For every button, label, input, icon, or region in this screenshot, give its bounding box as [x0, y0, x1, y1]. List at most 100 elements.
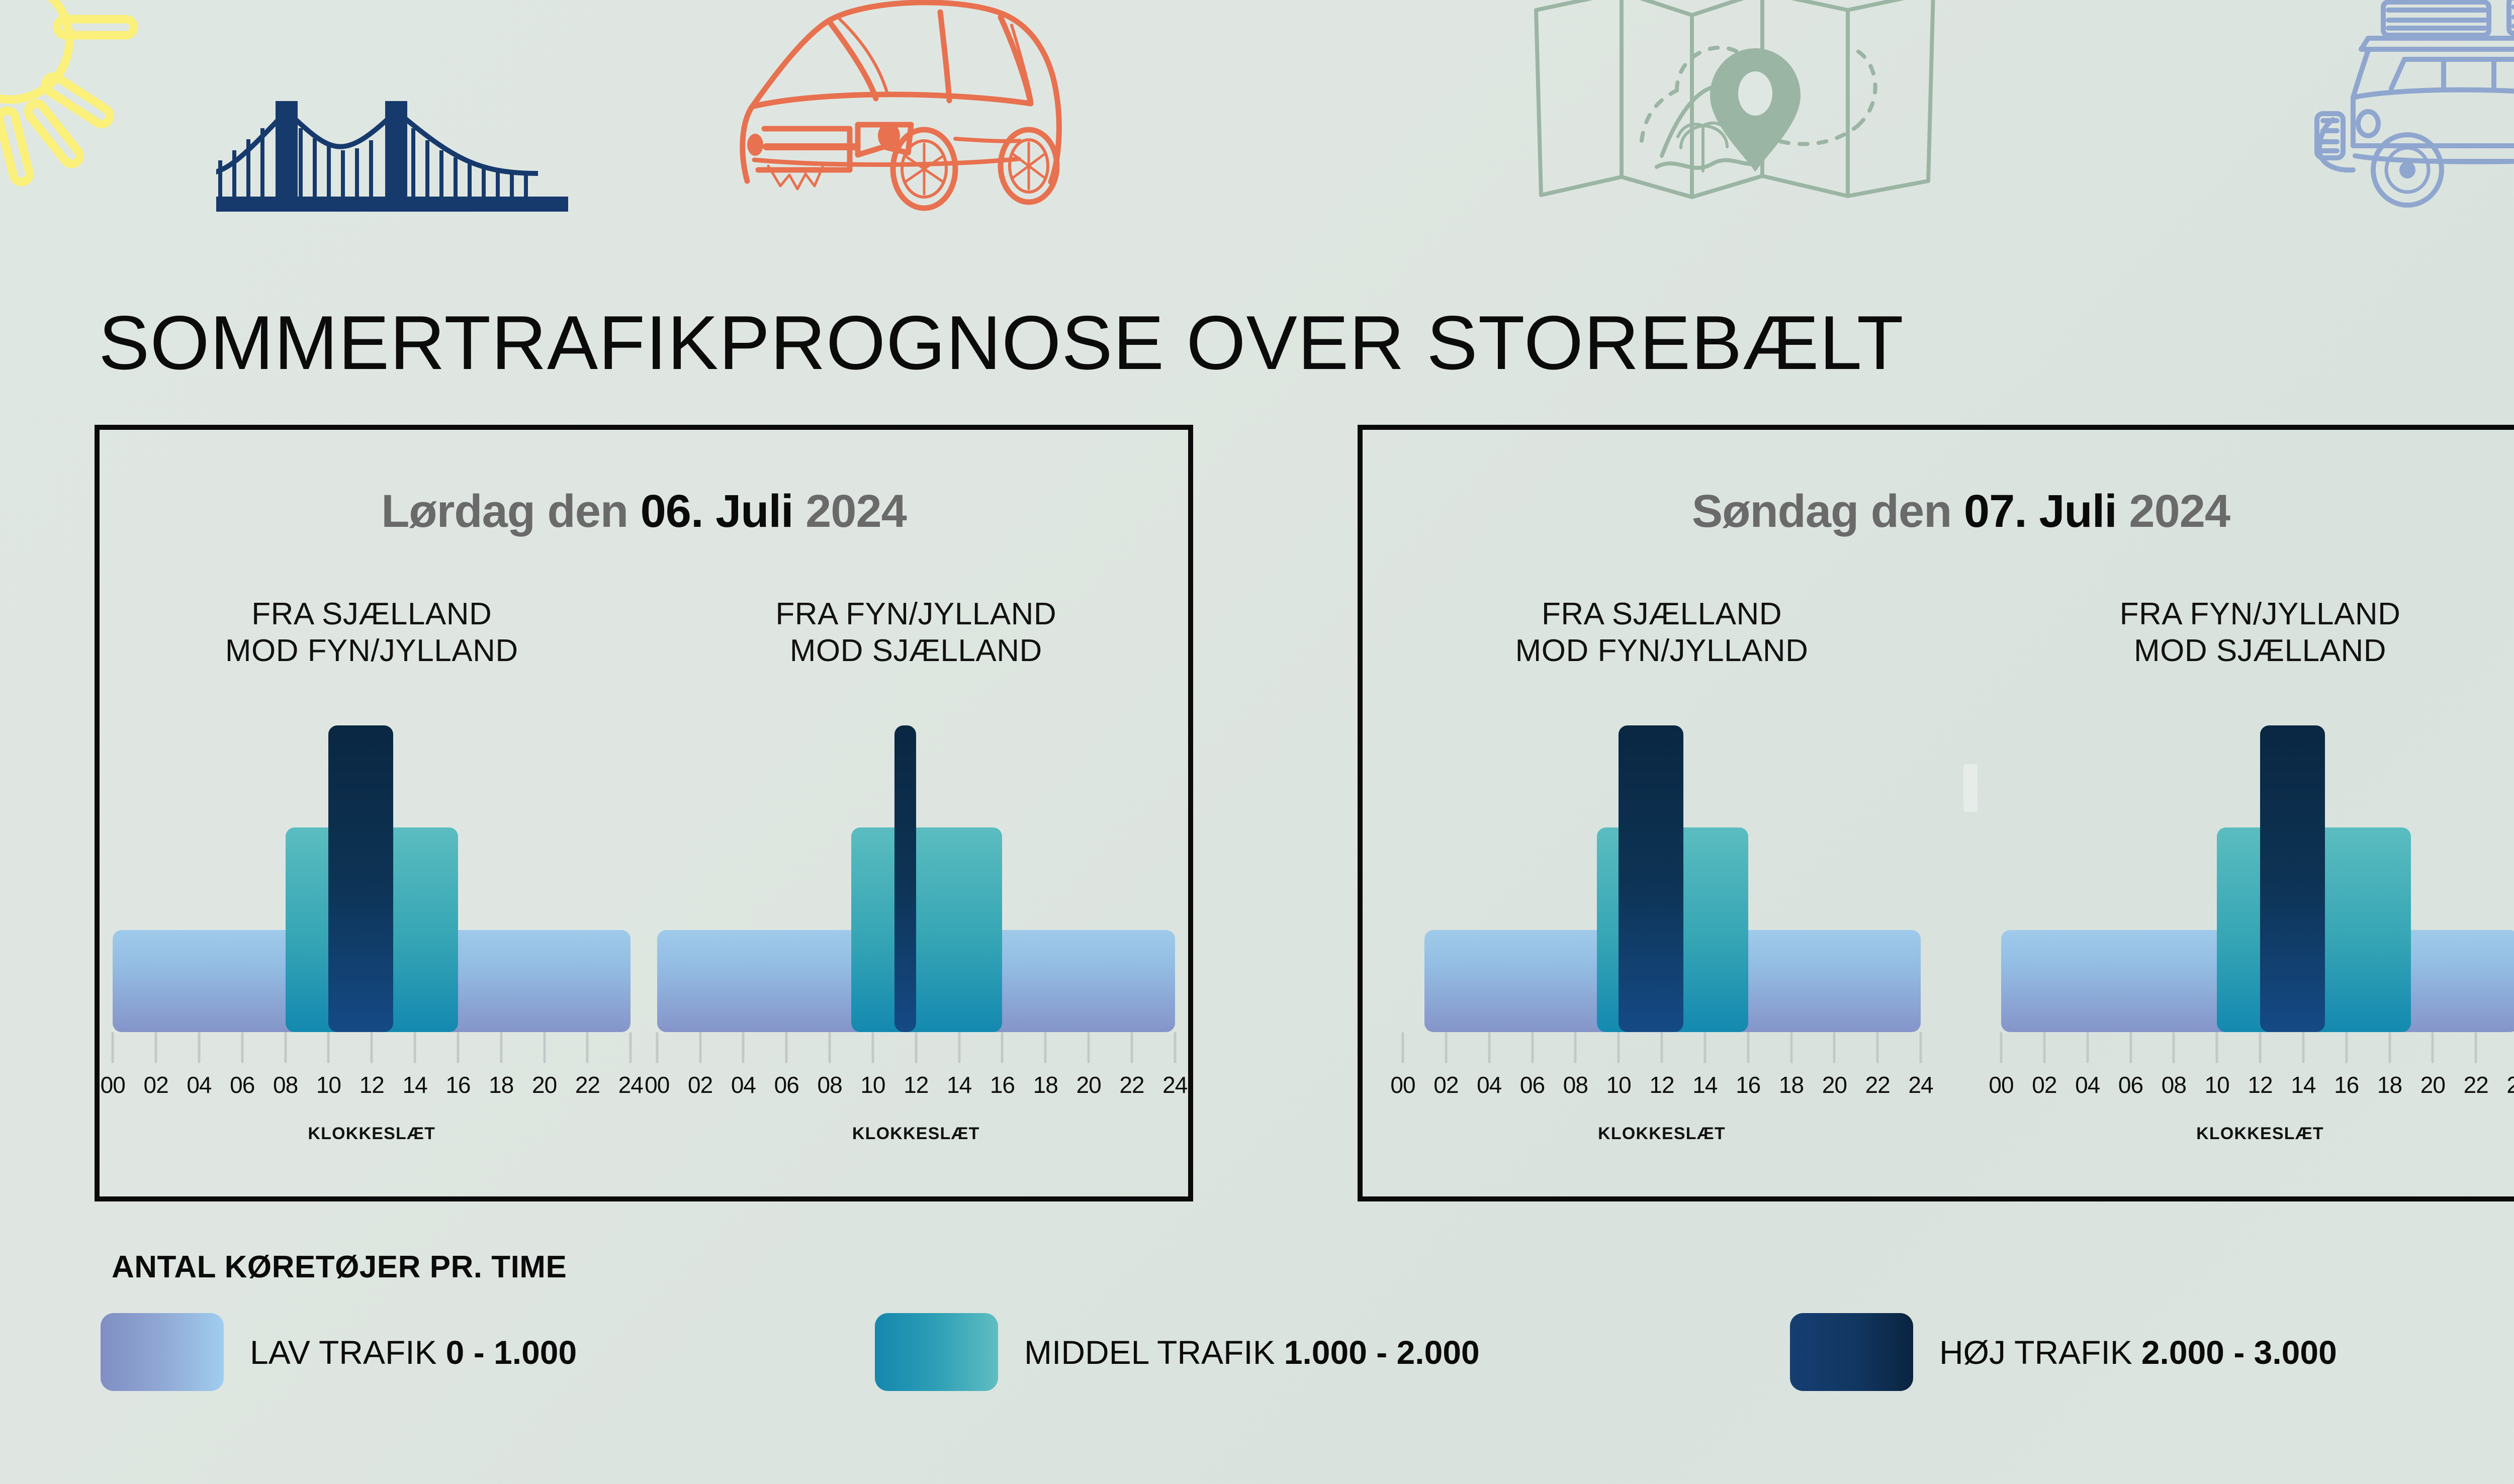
axis-tick	[2172, 1032, 2175, 1064]
axis-tick	[2043, 1032, 2046, 1064]
direction-line-2: MOD FYN/JYLLAND	[1515, 633, 1809, 669]
axis-tick-label: 14	[2291, 1072, 2316, 1098]
legend-range-low: 0 - 1.000	[445, 1333, 577, 1371]
day-header: Søndag den 07. Juli 2024	[1363, 485, 2514, 538]
axis-tick-label: 24	[2506, 1072, 2514, 1098]
direction-label: FRA SJÆLLAND MOD FYN/JYLLAND	[113, 596, 631, 669]
axis-tick-label: 24	[1162, 1072, 1188, 1098]
direction-line-1: FRA SJÆLLAND	[1541, 597, 1782, 631]
direction-line-1: FRA FYN/JYLLAND	[2119, 597, 2401, 631]
legend-label-high: HØJ TRAFIK 2.000 - 3.000	[1939, 1333, 2337, 1371]
axis-tick-label: 20	[2420, 1072, 2446, 1098]
axis-tick-label: 12	[359, 1072, 385, 1098]
suv-icon	[740, 0, 1062, 211]
axis-tick	[241, 1032, 244, 1064]
axis-tick-label: 20	[531, 1072, 557, 1098]
x-axis-title: KLOKKESLÆT	[308, 1124, 436, 1144]
legend-swatch-low	[101, 1313, 224, 1391]
direction-label: FRA FYN/JYLLAND MOD SJÆLLAND	[657, 596, 1175, 669]
bar-high	[2260, 725, 2325, 1033]
legend-item-low: LAV TRAFIK 0 - 1.000	[101, 1313, 875, 1391]
bar-group	[1403, 725, 1921, 1033]
legend-item-middle: MIDDEL TRAFIK 1.000 - 2.000	[875, 1313, 1790, 1391]
bar-group	[657, 725, 1175, 1033]
axis-tick	[154, 1032, 157, 1064]
axis-tick-label: 22	[2463, 1072, 2489, 1098]
axis-tick	[1044, 1032, 1047, 1064]
axis-tick-label: 08	[1563, 1072, 1588, 1098]
x-axis-ticks	[2000, 1032, 2514, 1064]
legend-range-middle: 1.000 - 2.000	[1284, 1333, 1480, 1371]
axis-tick	[828, 1032, 831, 1064]
axis-tick-label: 22	[1865, 1072, 1891, 1098]
bar-chart: 00 02 04 06 08 10 12 14 16 18 20 22 24 KLOKKESLÆT	[101, 725, 644, 1143]
bar-high	[328, 725, 394, 1033]
legend: LAV TRAFIK 0 - 1.000 MIDDEL TRAFIK 1.000 -…	[101, 1313, 2514, 1391]
axis-tick	[111, 1032, 114, 1064]
direction-line-1: FRA FYN/JYLLAND	[775, 597, 1057, 631]
axis-tick-label: 08	[817, 1072, 842, 1098]
axis-tick-label: 10	[2204, 1072, 2230, 1098]
legend-label-middle: MIDDEL TRAFIK 1.000 - 2.000	[1024, 1333, 1480, 1371]
sun-icon	[0, 0, 138, 187]
x-axis-ticks	[1401, 1032, 1922, 1064]
axis-tick-label: 14	[1692, 1072, 1718, 1098]
axis-tick-label: 18	[2377, 1072, 2402, 1098]
axis-tick	[656, 1032, 659, 1064]
bar-group	[113, 725, 631, 1033]
x-axis-title: KLOKKESLÆT	[2196, 1124, 2324, 1144]
charts-row: FRA SJÆLLAND MOD FYN/JYLLAND 00 02 04 06 08 1…	[100, 596, 1188, 1143]
direction-line-2: MOD SJÆLLAND	[789, 633, 1042, 669]
page-title: SOMMERTRAFIKPROGNOSE OVER STOREBÆLT	[99, 300, 1904, 386]
axis-tick	[742, 1032, 745, 1064]
x-axis-title: KLOKKESLÆT	[1598, 1124, 1726, 1144]
axis-tick	[413, 1032, 416, 1064]
axis-tick-label: 10	[1606, 1072, 1632, 1098]
day-header: Lørdag den 06. Juli 2024	[100, 485, 1188, 538]
axis-tick-label: 00	[1390, 1072, 1415, 1098]
day-date: 06. Juli	[640, 486, 794, 537]
axis-tick-label: 22	[575, 1072, 600, 1098]
axis-tick	[284, 1032, 287, 1064]
axis-tick-label: 16	[2334, 1072, 2359, 1098]
axis-tick-label: 20	[1076, 1072, 1101, 1098]
axis-tick	[1087, 1032, 1090, 1064]
axis-tick-label: 02	[143, 1072, 168, 1098]
axis-tick	[1617, 1032, 1620, 1064]
day-date: 07. Juli	[1963, 486, 2117, 537]
day-weekday: Lørdag den	[381, 486, 628, 537]
axis-tick	[457, 1032, 460, 1064]
axis-tick-label: 00	[645, 1072, 670, 1098]
axis-tick	[198, 1032, 201, 1064]
direction-label: FRA FYN/JYLLAND MOD SJÆLLAND	[2001, 596, 2514, 669]
chart-block: FRA SJÆLLAND MOD FYN/JYLLAND 00 02 04 06 08 1…	[1390, 596, 1934, 1143]
axis-tick-label: 10	[860, 1072, 885, 1098]
axis-tick-label: 08	[2161, 1072, 2187, 1098]
direction-line-2: MOD FYN/JYLLAND	[225, 633, 518, 669]
bridge-icon	[216, 101, 568, 212]
vintage-car-icon	[2314, 0, 2514, 208]
x-axis-labels: 00 02 04 06 08 10 12 14 16 18 20 22 24	[1390, 1063, 1933, 1098]
axis-tick-label: 06	[1519, 1072, 1545, 1098]
axis-tick-label: 06	[774, 1072, 799, 1098]
day-weekday: Søndag den	[1691, 486, 1952, 537]
axis-tick-label: 08	[273, 1072, 298, 1098]
chart-block: FRA FYN/JYLLAND MOD SJÆLLAND 00 02 04 06 08 1…	[1989, 596, 2514, 1143]
axis-tick-label: 04	[731, 1072, 756, 1098]
bar-chart: 00 02 04 06 08 10 12 14 16 18 20 22 24 KLOKKESLÆT	[1390, 725, 1934, 1143]
bar-chart: 00 02 04 06 08 10 12 14 16 18 20 22 24 KLOKKESLÆT	[1989, 725, 2514, 1143]
axis-tick	[370, 1032, 373, 1064]
bar-high	[1619, 725, 1683, 1033]
axis-tick-label: 00	[1989, 1072, 2014, 1098]
watermark-artifact	[1963, 764, 1978, 812]
axis-tick-label: 04	[187, 1072, 212, 1098]
bar-high	[894, 725, 916, 1033]
axis-tick	[1660, 1032, 1663, 1064]
axis-tick	[1531, 1032, 1534, 1064]
axis-tick-label: 18	[1033, 1072, 1058, 1098]
axis-tick	[2474, 1032, 2477, 1064]
axis-tick	[629, 1032, 632, 1064]
legend-label-low: LAV TRAFIK 0 - 1.000	[250, 1333, 577, 1371]
axis-tick	[699, 1032, 702, 1064]
legend-swatch-middle	[875, 1313, 998, 1391]
